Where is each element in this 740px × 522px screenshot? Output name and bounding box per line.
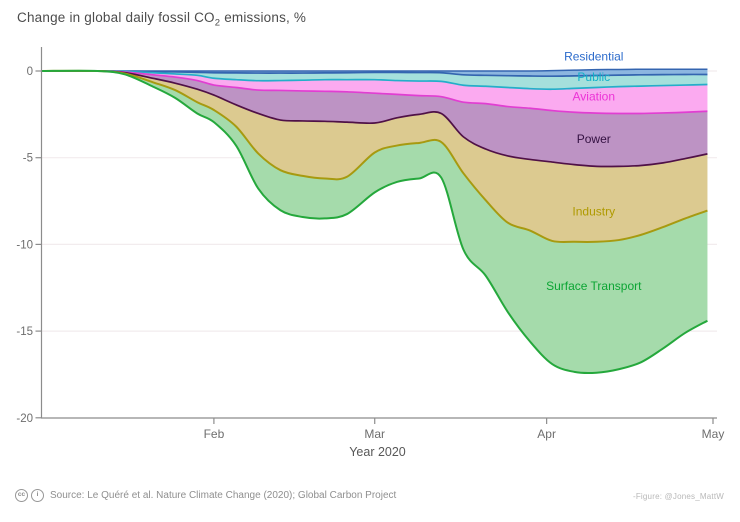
- y-tick-label--10: -10: [16, 239, 33, 251]
- band-label-aviation: Aviation: [573, 89, 615, 103]
- x-axis-title: Year 2020: [349, 445, 406, 459]
- band-industry: [42, 70, 708, 243]
- band-aviation: [42, 70, 708, 114]
- chart-title-suffix: emissions, %: [220, 10, 307, 25]
- line-surface-transport: [41, 69, 708, 375]
- y-tick-label-0: 0: [27, 66, 33, 78]
- band-power: [42, 70, 708, 167]
- cc-icon: cc: [15, 489, 28, 502]
- line-power: [41, 70, 708, 168]
- x-tick-label-feb: Feb: [204, 427, 225, 441]
- x-tick-label-may: May: [702, 427, 725, 441]
- source-text: Source: Le Quéré et al. Nature Climate C…: [50, 490, 397, 501]
- x-tick-label-mar: Mar: [364, 427, 385, 441]
- by-icon: i: [31, 489, 44, 502]
- band-label-residential: Residential: [564, 49, 623, 63]
- line-top-boundary: [42, 68, 708, 72]
- band-public: [42, 70, 708, 90]
- x-tick-label-apr: Apr: [537, 427, 556, 441]
- figure-credit: -Figure: @Jones_MattW: [632, 492, 724, 501]
- chart-title-text: Change in global daily fossil CO: [17, 10, 215, 25]
- co2-emissions-stacked-area-chart: Residential Public Aviation Power Industry Su…: [16, 47, 725, 459]
- band-surface-transport: [42, 70, 708, 374]
- band-label-power: Power: [577, 132, 611, 146]
- source-attribution: cc i Source: Le Quéré et al. Nature Clim…: [15, 489, 396, 502]
- chart-title: Change in global daily fossil CO2 emissi…: [17, 10, 306, 29]
- line-industry: [41, 69, 708, 244]
- line-residential: [41, 70, 708, 78]
- line-aviation: [41, 70, 708, 115]
- chart-title-subscript: 2: [214, 17, 221, 29]
- band-label-industry: Industry: [572, 205, 615, 219]
- y-tick-label--15: -15: [16, 326, 33, 338]
- band-label-surface-transport: Surface Transport: [546, 279, 642, 293]
- line-public: [41, 70, 708, 91]
- band-label-public: Public: [577, 70, 610, 84]
- y-tick-label--20: -20: [16, 413, 33, 425]
- y-tick-label--5: -5: [23, 153, 33, 165]
